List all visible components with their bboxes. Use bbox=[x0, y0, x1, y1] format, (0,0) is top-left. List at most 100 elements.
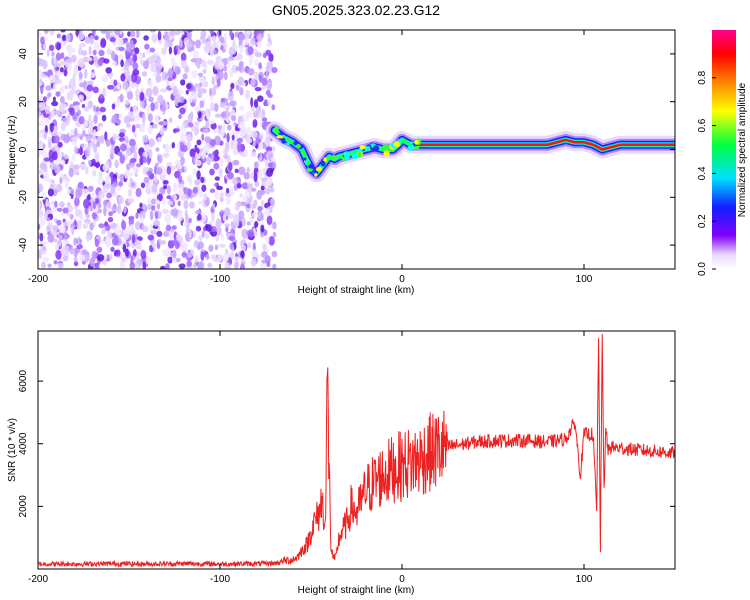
noise-speckle bbox=[89, 185, 94, 191]
noise-speckle bbox=[177, 102, 185, 107]
noise-speckle bbox=[177, 200, 181, 207]
noise-speckle bbox=[94, 35, 99, 41]
noise-speckle bbox=[188, 217, 192, 223]
noise-speckle bbox=[80, 213, 84, 224]
noise-speckle bbox=[194, 105, 202, 111]
noise-speckle bbox=[107, 84, 114, 90]
noise-speckle bbox=[192, 168, 197, 176]
noise-speckle bbox=[188, 228, 192, 239]
noise-speckle bbox=[131, 234, 136, 244]
noise-speckle bbox=[134, 113, 140, 122]
noise-speckle bbox=[140, 88, 144, 93]
noise-speckle bbox=[118, 46, 125, 52]
noise-speckle bbox=[228, 235, 235, 242]
noise-speckle bbox=[129, 138, 136, 147]
noise-speckle bbox=[113, 79, 118, 86]
snr-ylabel: SNR (10 * v/v) bbox=[7, 418, 18, 482]
ridge-blob bbox=[276, 135, 283, 139]
noise-speckle bbox=[97, 203, 102, 209]
noise-speckle bbox=[127, 189, 133, 197]
noise-speckle bbox=[103, 58, 110, 64]
noise-speckle bbox=[123, 115, 131, 125]
noise-speckle bbox=[112, 60, 117, 67]
noise-speckle bbox=[187, 94, 194, 103]
noise-speckle bbox=[43, 157, 51, 162]
noise-speckle bbox=[205, 224, 212, 232]
noise-speckle bbox=[272, 231, 277, 238]
colorbar-tick-label: 0.0 bbox=[697, 262, 708, 276]
noise-speckle bbox=[219, 157, 224, 167]
noise-speckle bbox=[92, 201, 97, 210]
noise-speckle bbox=[251, 130, 258, 139]
noise-speckle bbox=[133, 249, 137, 257]
noise-speckle bbox=[135, 93, 139, 102]
noise-speckle bbox=[168, 46, 172, 55]
snr-panel: -200 -100 0 100 2000 4000 6000 Height of stra… bbox=[7, 330, 676, 596]
noise-speckle bbox=[257, 170, 263, 179]
noise-speckle bbox=[236, 183, 242, 189]
noise-speckle bbox=[77, 236, 81, 245]
noise-speckle bbox=[84, 221, 89, 228]
noise-speckle bbox=[250, 97, 254, 108]
noise-speckle bbox=[139, 99, 145, 108]
noise-speckle bbox=[85, 213, 91, 219]
noise-speckle bbox=[96, 141, 101, 148]
noise-speckle bbox=[234, 256, 240, 263]
noise-speckle bbox=[225, 195, 231, 206]
noise-speckle bbox=[238, 166, 246, 175]
noise-speckle bbox=[60, 52, 65, 59]
noise-speckle bbox=[116, 81, 121, 91]
noise-speckle bbox=[131, 124, 136, 133]
noise-speckle bbox=[84, 69, 88, 79]
noise-speckle bbox=[93, 162, 101, 168]
noise-speckle bbox=[56, 109, 61, 118]
noise-speckle bbox=[60, 30, 66, 33]
noise-speckle bbox=[163, 185, 168, 190]
noise-speckle bbox=[214, 61, 220, 70]
noise-speckle bbox=[93, 56, 99, 63]
noise-speckle bbox=[66, 189, 71, 195]
snr-xtick-label: -200 bbox=[28, 574, 48, 585]
noise-speckle bbox=[141, 71, 148, 77]
noise-speckle bbox=[85, 135, 91, 143]
noise-speckle bbox=[142, 151, 148, 158]
noise-speckle bbox=[152, 123, 158, 129]
noise-speckle bbox=[209, 188, 216, 194]
noise-speckle bbox=[230, 82, 235, 90]
noise-speckle bbox=[261, 84, 267, 91]
noise-speckle bbox=[97, 254, 105, 262]
noise-speckle bbox=[133, 150, 138, 160]
noise-speckle bbox=[141, 223, 145, 231]
noise-speckle bbox=[166, 195, 172, 200]
noise-speckle bbox=[55, 249, 62, 260]
snr-xtick-label: -100 bbox=[210, 574, 230, 585]
noise-speckle bbox=[229, 68, 233, 79]
noise-speckle bbox=[128, 180, 131, 190]
noise-speckle bbox=[178, 113, 182, 120]
noise-speckle bbox=[52, 57, 57, 65]
noise-speckle bbox=[199, 76, 205, 83]
noise-speckle bbox=[51, 51, 55, 57]
noise-speckle bbox=[92, 169, 97, 177]
noise-speckle bbox=[112, 182, 119, 187]
noise-speckle bbox=[112, 132, 117, 142]
noise-speckle bbox=[110, 146, 115, 157]
ridge-blob bbox=[414, 139, 419, 145]
noise-speckle bbox=[38, 57, 42, 67]
noise-speckle bbox=[258, 74, 263, 83]
noise-speckle bbox=[118, 181, 123, 187]
noise-speckle bbox=[152, 86, 159, 96]
noise-speckle bbox=[94, 152, 100, 161]
ridge-blob bbox=[286, 142, 291, 146]
noise-speckle bbox=[91, 30, 96, 37]
ridge-blob bbox=[300, 150, 306, 155]
noise-speckle bbox=[74, 127, 78, 137]
noise-speckle bbox=[266, 176, 272, 187]
noise-speckle bbox=[168, 67, 174, 77]
noise-speckle bbox=[155, 166, 163, 175]
noise-speckle bbox=[45, 85, 52, 91]
noise-speckle bbox=[222, 253, 229, 262]
noise-speckle bbox=[69, 213, 74, 220]
noise-speckle bbox=[229, 109, 236, 117]
noise-speckle bbox=[145, 87, 153, 98]
